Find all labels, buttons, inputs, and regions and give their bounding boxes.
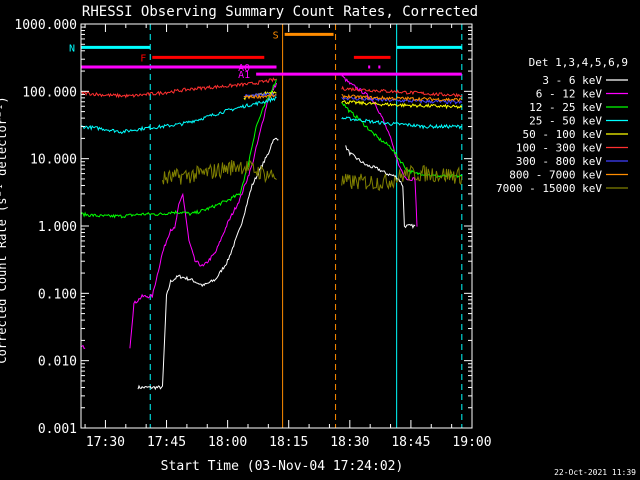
legend-label: 100 - 300 keV (516, 142, 602, 155)
x-tick-label: 19:00 (452, 435, 491, 450)
flag-bar-label: F (140, 53, 146, 64)
y-axis-label: Corrected Count Rate (s⁻¹ detector⁻¹) (0, 96, 9, 363)
y-tick-label: 0.010 (38, 355, 77, 370)
plot-clip-group (81, 24, 462, 428)
flag-bar-label: A1 (238, 70, 250, 81)
legend-label: 7000 - 15000 keV (496, 182, 602, 195)
legend-label: 300 - 800 keV (516, 155, 602, 168)
x-tick-label: 18:00 (208, 435, 247, 450)
series-line (243, 90, 463, 110)
y-tick-label: 1000.000 (14, 18, 77, 33)
flag-bar-label: N (69, 43, 75, 54)
y-tick-label: 1.000 (38, 220, 77, 235)
legend-label: 800 - 7000 keV (509, 169, 602, 182)
series-line (162, 159, 463, 192)
legend-label: 25 - 50 keV (529, 115, 602, 128)
series-line (81, 76, 462, 349)
x-tick-label: 18:45 (391, 435, 430, 450)
timestamp: 22-Oct-2021 11:39 (554, 468, 636, 477)
x-tick-label: 18:15 (269, 435, 308, 450)
chart-title: RHESSI Observing Summary Count Rates, Co… (82, 4, 478, 20)
legend-title: Det 1,3,4,5,6,9 (529, 56, 628, 69)
x-tick-label: 17:45 (147, 435, 186, 450)
flag-bar-label: A0 (238, 63, 250, 74)
y-tick-label: 10.000 (30, 153, 77, 168)
legend-label: 50 - 100 keV (523, 128, 603, 141)
legend-label: 12 - 25 keV (529, 101, 602, 114)
legend-label: 3 - 6 keV (542, 74, 602, 87)
series-line (81, 77, 463, 99)
axes: 0.001 0.010 0.100 1.000 10.000 100.000 1000.00… (14, 18, 491, 450)
legend-label: 6 - 12 keV (536, 88, 603, 101)
x-axis-label: Start Time (03-Nov-04 17:24:02) (161, 459, 404, 474)
series-line (81, 96, 462, 135)
series-line (243, 93, 463, 103)
x-tick-label: 17:30 (86, 435, 125, 450)
series-line (137, 137, 416, 391)
flag-bar-label: S (273, 30, 279, 41)
y-tick-label: 0.001 (38, 422, 77, 437)
y-tick-label: 0.100 (38, 287, 77, 302)
x-tick-label: 18:30 (330, 435, 369, 450)
y-tick-label: 100.000 (22, 85, 77, 100)
